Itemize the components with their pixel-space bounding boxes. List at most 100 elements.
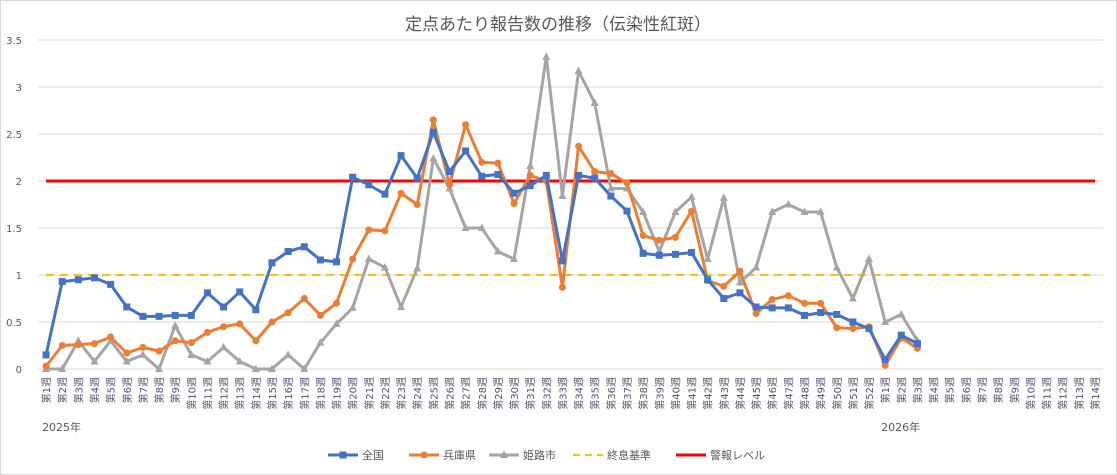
- x-tick-label: 第24週: [411, 377, 424, 410]
- y-tick-label: 2: [16, 177, 22, 188]
- data-point: [397, 302, 406, 310]
- data-point: [349, 255, 357, 263]
- chart-title: 定点あたり報告数の推移（伝染性紅斑）: [405, 15, 711, 35]
- data-point: [655, 236, 663, 244]
- data-point: [865, 325, 873, 333]
- data-point: [203, 328, 211, 336]
- data-point: [833, 310, 841, 318]
- x-tick-label: 第18週: [314, 377, 327, 410]
- data-point: [575, 171, 583, 179]
- y-tick-label: 1: [16, 271, 22, 282]
- data-point: [413, 263, 422, 272]
- x-tick-label: 第8週: [992, 377, 1005, 403]
- x-tick-label: 第29週: [492, 377, 505, 410]
- data-point: [752, 310, 760, 318]
- data-point: [284, 350, 293, 358]
- data-point: [817, 299, 825, 307]
- data-point: [187, 311, 195, 319]
- data-point: [655, 251, 663, 259]
- data-point: [268, 259, 276, 267]
- year-label: 2026年: [881, 420, 920, 434]
- data-point: [90, 340, 98, 348]
- data-point: [203, 356, 212, 365]
- data-point: [494, 170, 502, 178]
- data-point: [800, 311, 808, 319]
- data-point: [155, 364, 164, 372]
- x-tick-label: 第5週: [105, 377, 118, 403]
- data-point: [897, 331, 905, 339]
- data-point: [542, 52, 551, 60]
- data-point: [316, 338, 325, 346]
- x-tick-label: 第49週: [815, 377, 828, 410]
- data-point: [768, 207, 777, 216]
- data-point: [526, 171, 534, 179]
- data-point: [558, 257, 566, 265]
- data-point: [526, 182, 534, 190]
- data-point: [365, 181, 373, 189]
- data-point: [704, 276, 712, 284]
- data-point: [671, 250, 679, 258]
- data-point: [123, 303, 131, 311]
- data-point: [784, 304, 792, 312]
- data-point: [74, 341, 82, 349]
- data-point: [591, 174, 599, 182]
- data-point: [768, 304, 776, 312]
- data-point: [58, 342, 66, 349]
- x-tick-label: 第1週: [40, 377, 53, 403]
- data-point: [252, 306, 260, 314]
- x-tick-label: 第33週: [556, 377, 569, 410]
- data-point: [364, 254, 373, 263]
- x-tick-label: 第8週: [153, 377, 166, 403]
- data-point: [526, 161, 535, 169]
- legend-label: 姫路市: [523, 448, 556, 462]
- data-point: [220, 303, 228, 311]
- x-tick-label: 第4週: [88, 377, 101, 403]
- data-point: [236, 320, 244, 328]
- data-point: [397, 189, 405, 197]
- legend-marker: [420, 451, 428, 459]
- x-tick-label: 第5週: [944, 377, 957, 403]
- data-point: [122, 356, 131, 365]
- x-tick-label: 第28週: [476, 377, 489, 410]
- x-tick-label: 第3週: [911, 377, 924, 403]
- x-tick-label: 第6週: [960, 377, 973, 403]
- data-point: [348, 303, 357, 311]
- data-point: [90, 274, 98, 282]
- data-point: [833, 324, 841, 332]
- y-tick-label: 0: [16, 365, 22, 376]
- x-tick-label: 第51週: [847, 377, 860, 410]
- data-point: [381, 227, 389, 235]
- data-point: [462, 147, 470, 155]
- data-point: [58, 364, 67, 372]
- x-tick-label: 第15週: [266, 377, 279, 410]
- x-tick-label: 第31週: [524, 377, 537, 410]
- y-tick-label: 2.5: [6, 130, 22, 141]
- x-tick-label: 第10週: [185, 377, 198, 410]
- data-point: [865, 254, 874, 263]
- data-point: [688, 248, 696, 256]
- data-point: [623, 207, 631, 215]
- data-point: [784, 292, 792, 300]
- x-tick-label: 第25週: [427, 377, 440, 410]
- x-tick-label: 第21週: [363, 377, 376, 410]
- x-tick-label: 第12週: [218, 377, 231, 410]
- data-point: [671, 207, 680, 216]
- data-point: [90, 356, 99, 365]
- x-tick-label: 第11週: [1041, 377, 1054, 410]
- x-tick-label: 第46週: [766, 377, 779, 410]
- x-tick-label: 第42週: [702, 377, 715, 410]
- data-point: [365, 226, 373, 234]
- x-tick-label: 第13週: [234, 377, 247, 410]
- data-point: [429, 153, 438, 162]
- data-point: [139, 312, 147, 320]
- data-point: [478, 158, 486, 166]
- data-point: [187, 350, 196, 358]
- data-point: [607, 192, 615, 200]
- x-tick-label: 第23週: [395, 377, 408, 410]
- data-point: [558, 191, 567, 200]
- data-point: [800, 299, 808, 307]
- data-point: [107, 280, 115, 288]
- data-point: [284, 309, 292, 317]
- data-point: [768, 295, 776, 303]
- data-point: [300, 295, 308, 302]
